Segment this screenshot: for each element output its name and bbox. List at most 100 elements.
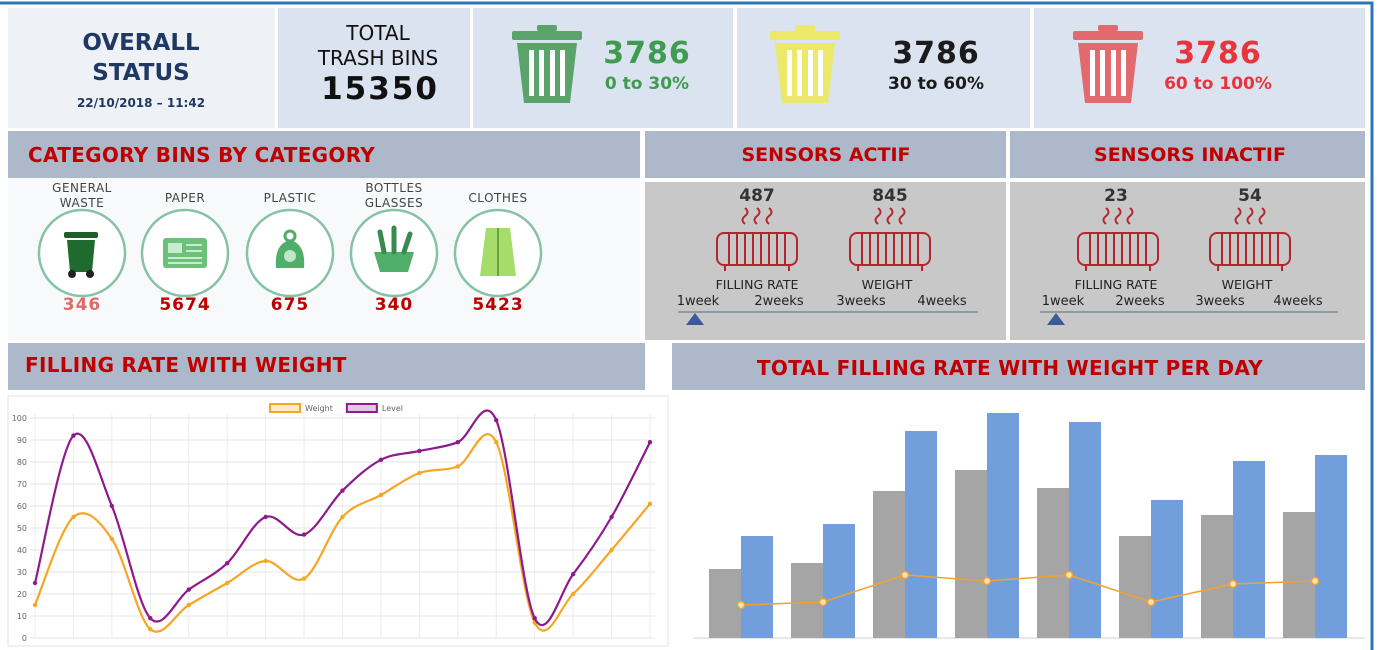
point xyxy=(109,503,115,509)
period-label: 4weeks xyxy=(917,294,967,309)
bar xyxy=(1233,461,1265,638)
point xyxy=(494,418,499,423)
legend-label: Weight xyxy=(305,404,333,413)
section-header xyxy=(8,131,640,178)
level-range: 60 to 100% xyxy=(1164,74,1272,94)
bar xyxy=(741,536,773,638)
point xyxy=(1146,597,1156,607)
y-tick-label: 60 xyxy=(17,502,27,511)
bar xyxy=(823,524,855,638)
level-card xyxy=(473,8,733,128)
point xyxy=(224,580,230,586)
y-tick-label: 20 xyxy=(17,590,27,599)
point xyxy=(1228,579,1238,589)
bar xyxy=(1283,512,1315,638)
y-tick-label: 100 xyxy=(12,414,27,423)
legend-label: Level xyxy=(382,404,403,413)
section-title: CATEGORY BINS BY CATEGORY xyxy=(28,143,376,167)
point xyxy=(148,627,153,632)
category-count: 675 xyxy=(270,295,310,315)
bar xyxy=(1119,536,1151,638)
point xyxy=(417,470,422,476)
category-label: GLASSES xyxy=(364,196,424,210)
point xyxy=(736,600,746,610)
category-label: BOTTLES xyxy=(365,181,423,195)
point xyxy=(532,616,537,621)
category-count: 5423 xyxy=(472,295,524,315)
point xyxy=(982,576,992,586)
sensor-label: WEIGHT xyxy=(1221,277,1273,292)
point xyxy=(378,457,384,462)
point xyxy=(417,448,422,454)
category-label: CLOTHES xyxy=(468,191,528,205)
category-count: 346 xyxy=(62,295,102,315)
point xyxy=(186,602,191,608)
bar xyxy=(1315,455,1347,638)
point xyxy=(1310,576,1320,586)
bar xyxy=(791,563,823,638)
sensor-label: FILLING RATE xyxy=(715,277,799,292)
category-label: PAPER xyxy=(164,191,206,205)
section-title: SENSORS INACTIF xyxy=(1094,144,1286,166)
period-label: 3weeks xyxy=(836,294,886,309)
category-label: PLASTIC xyxy=(263,191,317,205)
category-glyphs xyxy=(64,225,516,278)
bar xyxy=(1037,488,1069,638)
point xyxy=(301,532,307,537)
category-label: WASTE xyxy=(59,196,105,210)
category-count: 5674 xyxy=(159,295,211,315)
timeline-marker xyxy=(1047,313,1065,325)
series-line xyxy=(33,409,651,627)
point xyxy=(32,602,38,608)
total-value: 15350 xyxy=(321,71,439,107)
total-box xyxy=(278,8,470,128)
level-count: 3786 xyxy=(1174,36,1262,71)
y-tick-label: 40 xyxy=(17,546,27,555)
point xyxy=(71,433,76,438)
bar xyxy=(873,491,905,638)
point xyxy=(186,587,191,592)
point xyxy=(647,501,653,506)
point xyxy=(109,536,115,542)
period-label: 4weeks xyxy=(1273,294,1323,309)
sensor-label: FILLING RATE xyxy=(1074,277,1158,292)
total-label: TRASH BINS xyxy=(317,46,439,70)
point xyxy=(340,488,345,493)
sensor-value: 487 xyxy=(739,186,775,206)
point xyxy=(570,591,576,597)
legend-swatch xyxy=(269,403,301,413)
period-label: 1week xyxy=(1041,294,1085,309)
category-label: GENERAL xyxy=(52,181,112,195)
y-tick-label: 50 xyxy=(17,524,27,533)
sensor-label: WEIGHT xyxy=(861,277,913,292)
period-label: 3weeks xyxy=(1195,294,1245,309)
point xyxy=(263,514,268,520)
point xyxy=(224,561,230,566)
category-count: 340 xyxy=(374,295,414,315)
y-tick-label: 0 xyxy=(22,634,27,643)
sensor-panel xyxy=(645,182,1006,340)
y-tick-label: 70 xyxy=(17,480,27,489)
point xyxy=(455,464,461,469)
chart-title: TOTAL FILLING RATE WITH WEIGHT PER DAY xyxy=(756,356,1264,380)
bar xyxy=(955,470,987,638)
y-tick-label: 30 xyxy=(17,568,27,577)
section-header xyxy=(672,343,1365,390)
point xyxy=(647,440,653,445)
point xyxy=(71,514,76,520)
period-label: 1week xyxy=(676,294,720,309)
legend-swatch xyxy=(345,403,378,413)
bar xyxy=(905,431,937,638)
series-line xyxy=(740,574,1316,606)
section-header xyxy=(1010,131,1365,178)
status-title: STATUS xyxy=(92,60,190,86)
sensor-value: 54 xyxy=(1238,186,1262,206)
period-label: 2weeks xyxy=(754,294,804,309)
y-tick-label: 10 xyxy=(17,612,27,621)
level-range: 30 to 60% xyxy=(888,74,984,94)
sensor-panel xyxy=(1010,182,1365,340)
level-range: 0 to 30% xyxy=(604,74,690,94)
